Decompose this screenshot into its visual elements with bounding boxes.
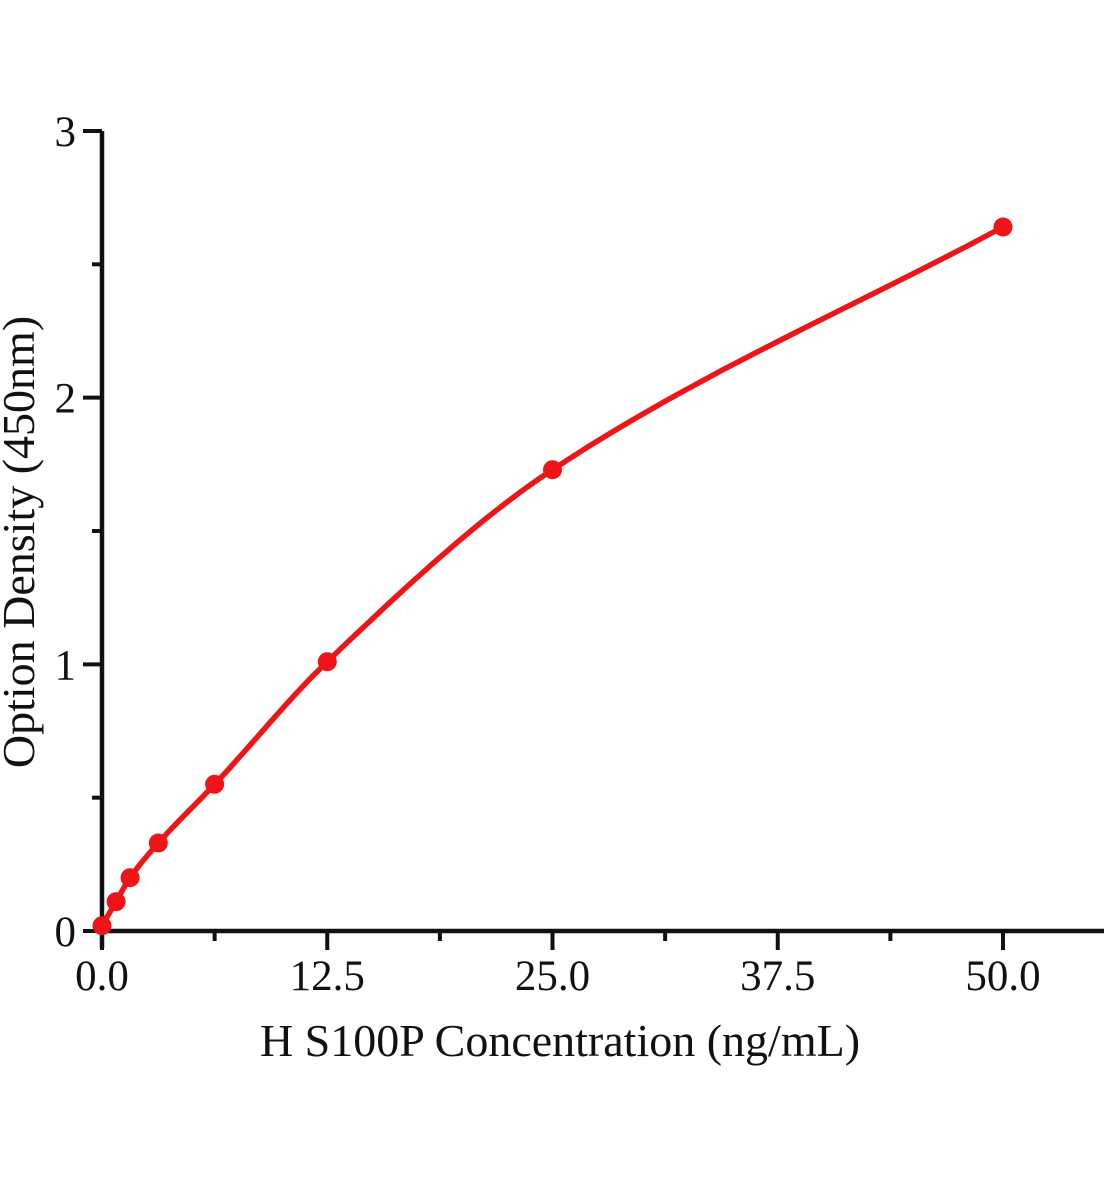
x-tick-label: 37.5 xyxy=(740,953,815,1000)
tick-labels: 0 1 2 3 0.0 12.5 25.0 37.5 50.0 xyxy=(55,109,1041,1000)
y-tick-label: 2 xyxy=(55,376,77,423)
y-axis-title: Option Density (450nm) xyxy=(0,316,44,768)
data-point xyxy=(543,460,562,480)
data-point xyxy=(317,652,337,672)
data-point xyxy=(148,833,168,853)
standard-curve-line xyxy=(99,224,1006,929)
series-standard-curve xyxy=(92,217,1013,936)
x-tick-label: 12.5 xyxy=(290,953,365,1000)
data-point xyxy=(993,217,1013,237)
x-tick-label: 0.0 xyxy=(75,953,129,1000)
y-tick-label: 1 xyxy=(55,642,77,689)
data-point xyxy=(205,774,225,794)
data-point xyxy=(106,892,126,912)
x-tick-label: 25.0 xyxy=(515,953,590,1000)
data-point xyxy=(120,868,140,888)
axes xyxy=(83,128,1104,950)
data-point xyxy=(92,916,112,936)
x-axis-title: H S100P Concentration (ng/mL) xyxy=(260,1015,860,1066)
y-tick-label: 3 xyxy=(55,109,77,156)
x-tick-label: 50.0 xyxy=(965,953,1040,1000)
y-tick-label: 0 xyxy=(55,909,77,956)
